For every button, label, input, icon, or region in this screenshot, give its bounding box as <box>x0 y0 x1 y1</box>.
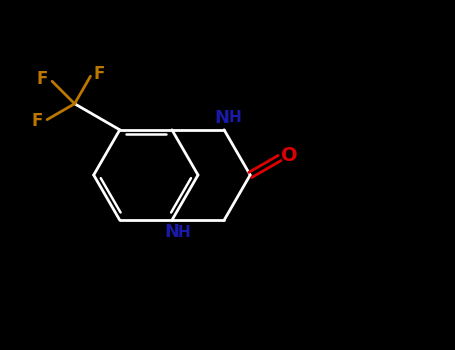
Text: H: H <box>178 225 191 240</box>
Text: N: N <box>214 110 229 127</box>
Text: O: O <box>281 146 298 165</box>
Text: N: N <box>164 223 179 242</box>
Text: F: F <box>36 70 48 88</box>
Text: H: H <box>229 110 242 125</box>
Text: F: F <box>94 65 105 83</box>
Text: F: F <box>31 112 43 130</box>
